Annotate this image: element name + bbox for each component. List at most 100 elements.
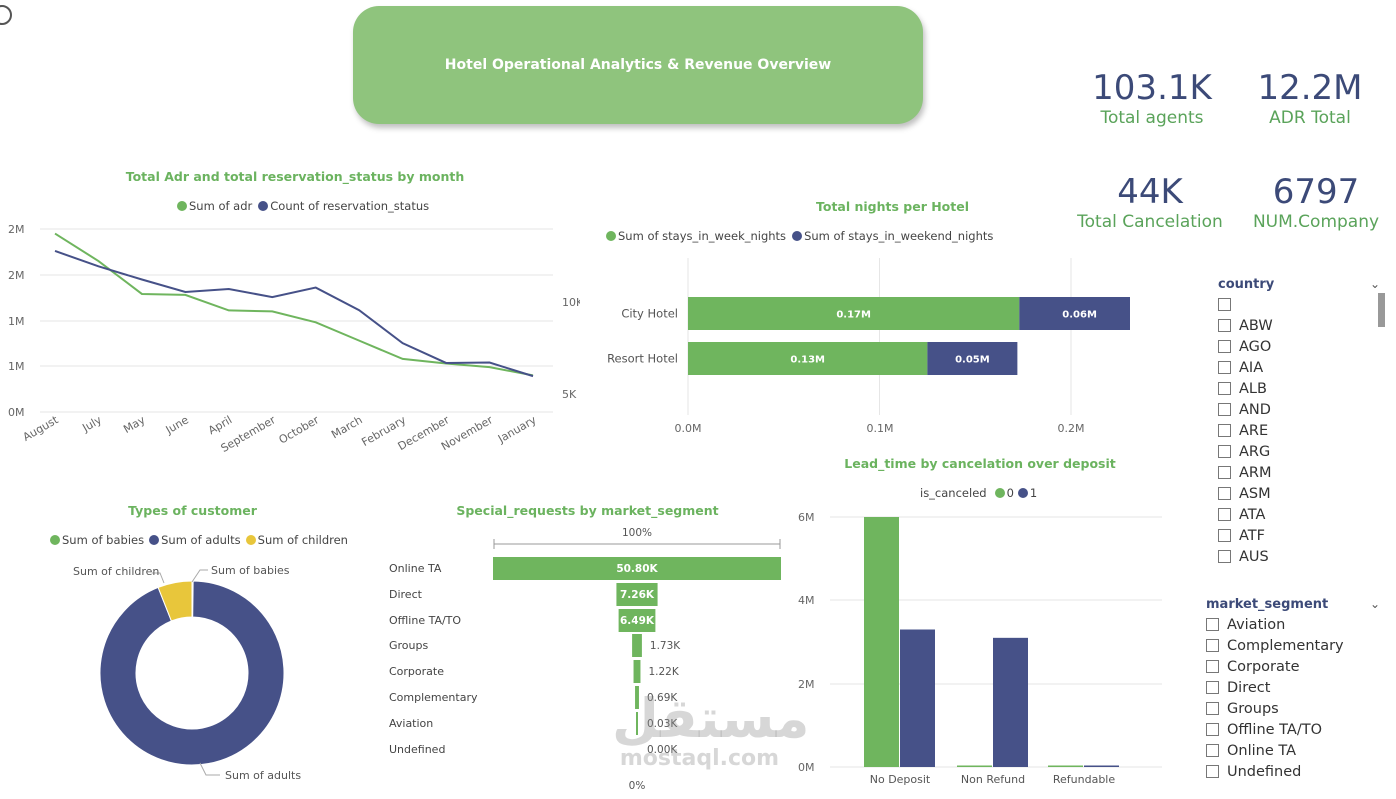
country-item[interactable] xyxy=(1218,294,1380,315)
y-tick: 2M xyxy=(798,678,815,691)
checkbox[interactable] xyxy=(1218,550,1231,563)
checkbox[interactable] xyxy=(1206,765,1219,778)
line-chart[interactable]: 2M 2M 1M 1M 0M 10K 5K August July May June A… xyxy=(0,215,580,465)
checkbox[interactable] xyxy=(1206,723,1219,736)
category-label: City Hotel xyxy=(621,307,678,321)
checkbox[interactable] xyxy=(1218,361,1231,374)
nights-chart-legend: Sum of stays_in_week_nights Sum of stays… xyxy=(606,229,993,243)
segment-item[interactable]: Corporate xyxy=(1206,656,1380,677)
deposit-chart[interactable]: 6M 4M 2M 0M No Deposit Non Refund Refundab… xyxy=(790,505,1180,795)
data-label: 7.26K xyxy=(620,589,655,601)
category-label: Undefined xyxy=(389,743,445,756)
funnel-bar xyxy=(632,634,642,657)
legend-item-adults[interactable]: Sum of adults xyxy=(149,533,241,547)
segment-item[interactable]: Online TA xyxy=(1206,740,1380,761)
y2-tick: 10K xyxy=(562,296,580,309)
chevron-down-icon[interactable]: ⌄ xyxy=(1369,597,1380,611)
legend-dot-icon xyxy=(258,201,269,211)
legend-item-adr[interactable]: Sum of adr xyxy=(177,199,252,213)
checkbox[interactable] xyxy=(1218,298,1231,311)
data-label: 0.06M xyxy=(1062,310,1097,321)
funnel-bar xyxy=(636,712,638,735)
country-item[interactable]: AND xyxy=(1218,399,1380,420)
customer-donut-chart[interactable]: Sum of children Sum of babies Sum of adu… xyxy=(40,555,360,790)
country-item-label: ARM xyxy=(1239,464,1272,481)
checkbox[interactable] xyxy=(1218,340,1231,353)
funnel-chart-title: Special_requests by market_segment xyxy=(456,503,719,518)
nights-chart[interactable]: City Hotel 0.17M 0.06M Resort Hotel 0.13M 0.0… xyxy=(590,250,1130,440)
country-item-label: ASM xyxy=(1239,485,1271,502)
country-item[interactable]: ATF xyxy=(1218,525,1380,546)
segment-item[interactable]: Aviation xyxy=(1206,614,1380,635)
country-item[interactable]: ARE xyxy=(1218,420,1380,441)
segment-item[interactable]: Direct xyxy=(1206,677,1380,698)
checkbox[interactable] xyxy=(1206,702,1219,715)
legend-item-not-canceled[interactable]: 0 xyxy=(994,486,1014,500)
legend-item-canceled[interactable]: 1 xyxy=(1017,486,1037,500)
checkbox[interactable] xyxy=(1218,487,1231,500)
segment-item[interactable]: Groups xyxy=(1206,698,1380,719)
data-label: 50.80K xyxy=(616,563,658,575)
bar xyxy=(1084,765,1119,767)
kpi-value: 6797 xyxy=(1272,172,1360,212)
chevron-down-icon[interactable]: ⌄ xyxy=(1369,277,1380,291)
y-tick: 4M xyxy=(798,594,815,607)
legend-item-babies[interactable]: Sum of babies xyxy=(50,533,144,547)
slicer-scrollbar[interactable] xyxy=(1378,293,1385,327)
checkbox[interactable] xyxy=(1218,319,1231,332)
checkbox[interactable] xyxy=(1218,424,1231,437)
category-label: Corporate xyxy=(389,665,444,678)
checkbox[interactable] xyxy=(1206,639,1219,652)
country-item[interactable]: ARG xyxy=(1218,441,1380,462)
focus-mode-icon[interactable] xyxy=(0,5,12,25)
country-item[interactable]: ALB xyxy=(1218,378,1380,399)
legend-dot-icon xyxy=(245,535,256,545)
country-item[interactable]: AIA xyxy=(1218,357,1380,378)
checkbox[interactable] xyxy=(1206,681,1219,694)
category-label: Direct xyxy=(389,588,423,601)
segment-item[interactable]: Offline TA/TO xyxy=(1206,719,1380,740)
legend-item-reservation[interactable]: Count of reservation_status xyxy=(258,199,429,213)
checkbox[interactable] xyxy=(1218,382,1231,395)
checkbox[interactable] xyxy=(1206,660,1219,673)
country-item[interactable]: AUS xyxy=(1218,546,1380,567)
x-tick-label: No Deposit xyxy=(870,773,931,786)
legend-item-week-nights[interactable]: Sum of stays_in_week_nights xyxy=(606,229,786,243)
country-item[interactable]: ASM xyxy=(1218,483,1380,504)
bar-segment xyxy=(927,342,1018,375)
checkbox[interactable] xyxy=(1206,618,1219,631)
legend-label: Sum of adr xyxy=(189,199,253,213)
x-tick-label: May xyxy=(121,413,148,436)
checkbox[interactable] xyxy=(1218,403,1231,416)
checkbox[interactable] xyxy=(1218,508,1231,521)
legend-dot-icon xyxy=(792,231,803,241)
callout-line xyxy=(199,762,220,776)
country-item[interactable]: ABW xyxy=(1218,315,1380,336)
country-item[interactable]: AGO xyxy=(1218,336,1380,357)
category-label: Groups xyxy=(389,639,428,652)
segment-item[interactable]: Complementary xyxy=(1206,635,1380,656)
segment-item[interactable]: Undefined xyxy=(1206,761,1380,782)
checkbox[interactable] xyxy=(1206,744,1219,757)
bar xyxy=(864,517,899,767)
checkbox[interactable] xyxy=(1218,466,1231,479)
series-line-reservation-status xyxy=(54,250,534,378)
callout-label-adults: Sum of adults xyxy=(225,769,301,782)
legend-item-weekend-nights[interactable]: Sum of stays_in_weekend_nights xyxy=(792,229,993,243)
legend-item-children[interactable]: Sum of children xyxy=(245,533,348,547)
checkbox[interactable] xyxy=(1218,529,1231,542)
customer-chart-title: Types of customer xyxy=(128,503,257,518)
legend-title: is_canceled xyxy=(920,486,987,500)
funnel-chart[interactable]: 100% Online TA 50.80K Direct 7.26K Offline T… xyxy=(380,520,800,799)
country-item[interactable]: ARM xyxy=(1218,462,1380,483)
country-item[interactable]: ATA xyxy=(1218,504,1380,525)
country-item-label: ALB xyxy=(1239,380,1267,397)
funnel-bottom-label: 0% xyxy=(629,780,646,792)
legend-dot-icon xyxy=(177,201,187,211)
segment-item-label: Corporate xyxy=(1227,658,1300,675)
bar xyxy=(900,629,935,767)
data-label: 0.05M xyxy=(955,355,990,366)
x-tick-label: Non Refund xyxy=(961,773,1025,786)
legend-dot-icon xyxy=(994,488,1005,498)
checkbox[interactable] xyxy=(1218,445,1231,458)
